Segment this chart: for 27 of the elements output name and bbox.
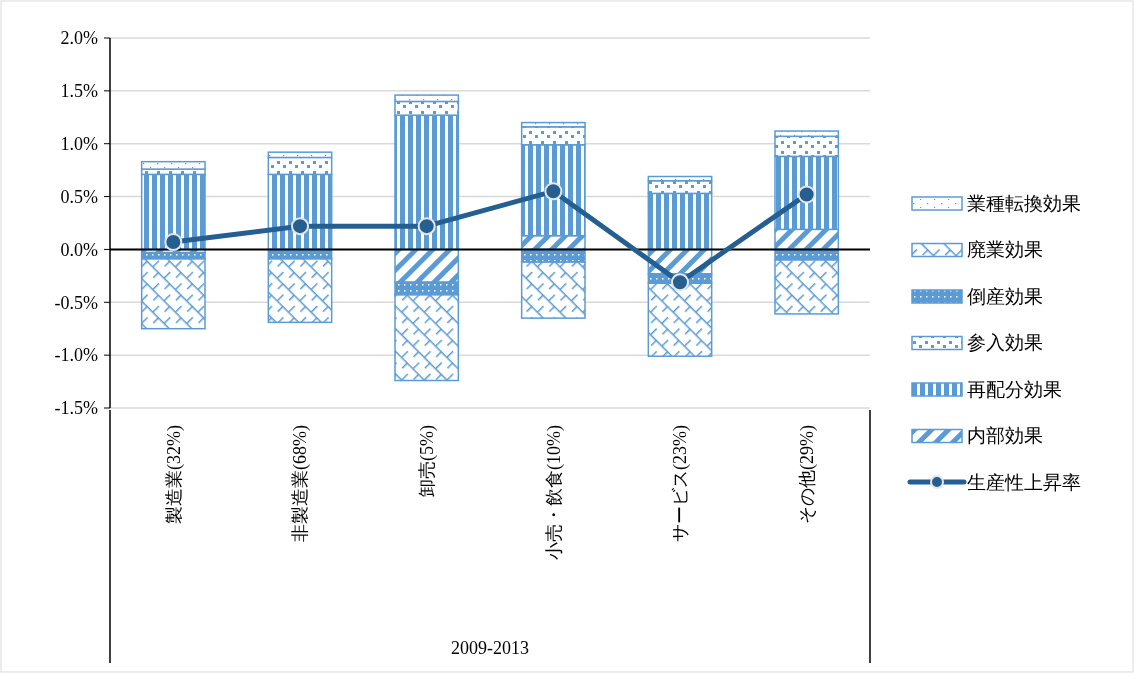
point (544, 182, 563, 201)
y-tick-label: -1.5% (54, 398, 98, 419)
y-tick-label: 1.5% (60, 81, 98, 102)
y-tick-label: 2.0% (60, 28, 98, 49)
legend-label: 生産性上昇率 (967, 471, 1081, 493)
point (164, 233, 183, 252)
y-tick-label: -1.0% (54, 345, 98, 366)
legend-label: 廃業効果 (967, 239, 1043, 261)
legend-label: 内部効果 (967, 425, 1043, 447)
point (417, 217, 436, 236)
y-tick-label: 0.0% (60, 239, 98, 260)
y-tick-label: 0.5% (60, 186, 98, 207)
x-tick-label: 製造業(32%) (163, 425, 185, 524)
x-tick-label: 非製造業(68%) (290, 425, 312, 542)
point (671, 273, 689, 292)
legend-label: 倒産効果 (967, 285, 1043, 307)
legend-label: 参入効果 (967, 332, 1043, 354)
x-tick-label: 小売・飲食(10%) (543, 425, 565, 560)
y-tick-label: -0.5% (54, 292, 98, 313)
x-tick-label: サービス(23%) (670, 425, 692, 542)
point (291, 217, 309, 236)
y-tick-label: 1.0% (60, 134, 98, 155)
legend-label: 業種転換効果 (967, 192, 1081, 214)
x-tick-label: 卸売(5%) (416, 425, 438, 497)
x-axis-title: 2009-2013 (451, 638, 529, 659)
legend-label: 再配分効果 (967, 378, 1062, 400)
x-tick-label: その他(29%) (796, 425, 818, 524)
